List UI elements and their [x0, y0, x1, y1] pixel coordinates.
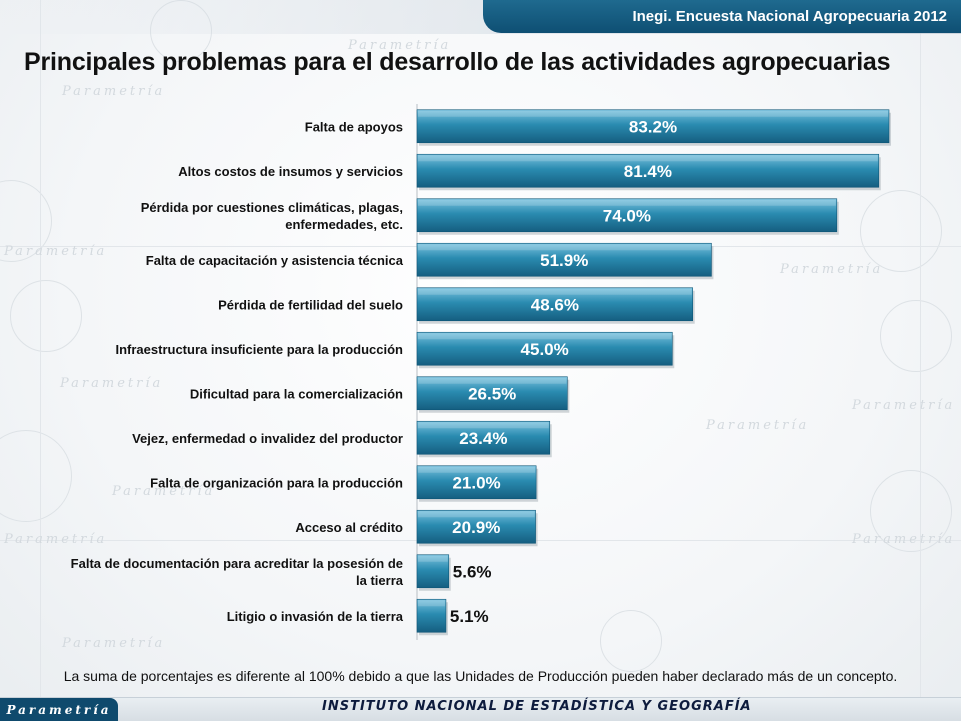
bar-highlight: [418, 511, 535, 518]
bar: [416, 465, 537, 500]
category-label: Pérdida de fertilidad del suelo: [218, 297, 403, 312]
bar-highlight: [418, 600, 445, 607]
header-source-tag: Inegi. Encuesta Nacional Agropecuaria 20…: [483, 0, 961, 33]
bar-value-label: 26.5%: [468, 384, 516, 403]
bar-highlight: [418, 555, 448, 562]
bar: [416, 242, 712, 277]
category-label: Altos costos de insumos y servicios: [178, 164, 403, 179]
footer-bar: [0, 697, 961, 721]
bar: [416, 198, 838, 233]
bar-value-label: 81.4%: [624, 162, 672, 181]
bar-highlight: [418, 288, 692, 295]
inegi-institute-label: INSTITUTO NACIONAL DE ESTADÍSTICA Y GEOG…: [322, 699, 752, 714]
bar-value-label: 48.6%: [531, 295, 579, 314]
bar-highlight: [418, 199, 836, 206]
bar-highlight: [418, 155, 878, 162]
bar-highlight: [418, 244, 711, 251]
bar: [416, 376, 568, 411]
bar: [416, 598, 447, 633]
bar-highlight: [418, 110, 888, 117]
category-label: Vejez, enfermedad o invalidez del produc…: [132, 431, 403, 446]
footnote: La suma de porcentajes es diferente al 1…: [63, 668, 898, 684]
bar: [416, 420, 551, 455]
bar-highlight: [418, 333, 672, 340]
bar-value-label: 23.4%: [459, 429, 507, 448]
category-label: Pérdida por cuestiones climáticas, plaga…: [141, 200, 403, 232]
header-source-text: Inegi. Encuesta Nacional Agropecuaria 20…: [632, 8, 947, 25]
bar-value-label: 5.1%: [450, 607, 489, 626]
bar: [416, 554, 450, 589]
bar: [416, 287, 694, 322]
bar-value-label: 21.0%: [452, 473, 500, 492]
bar-highlight: [418, 422, 549, 429]
category-label: Falta de capacitación y asistencia técni…: [146, 253, 404, 268]
category-label: Falta de documentación para acreditar la…: [71, 556, 404, 588]
category-label: Dificultad para la comercialización: [190, 386, 403, 401]
category-label: Infraestructura insuficiente para la pro…: [115, 342, 403, 357]
bar-highlight: [418, 377, 567, 384]
bar: [416, 331, 673, 366]
bar: [416, 153, 880, 188]
parametria-logo: Parametría: [0, 698, 118, 721]
bar-value-label: 83.2%: [629, 117, 677, 136]
bar: [416, 509, 536, 544]
top-bar: Inegi. Encuesta Nacional Agropecuaria 20…: [0, 0, 961, 34]
category-label: Litigio o invasión de la tierra: [227, 609, 404, 624]
bar-highlight: [418, 466, 536, 473]
page-title: Principales problemas para el desarrollo…: [24, 48, 891, 76]
category-label: Falta de apoyos: [305, 119, 403, 134]
bar-value-label: 45.0%: [521, 340, 569, 359]
category-label: Acceso al crédito: [295, 520, 403, 535]
bar-value-label: 74.0%: [603, 206, 651, 225]
category-label: Falta de organización para la producción: [150, 475, 403, 490]
bar-value-label: 51.9%: [540, 251, 588, 270]
bar-value-label: 20.9%: [452, 518, 500, 537]
bar-value-label: 5.6%: [453, 562, 492, 581]
bar: [416, 109, 890, 144]
